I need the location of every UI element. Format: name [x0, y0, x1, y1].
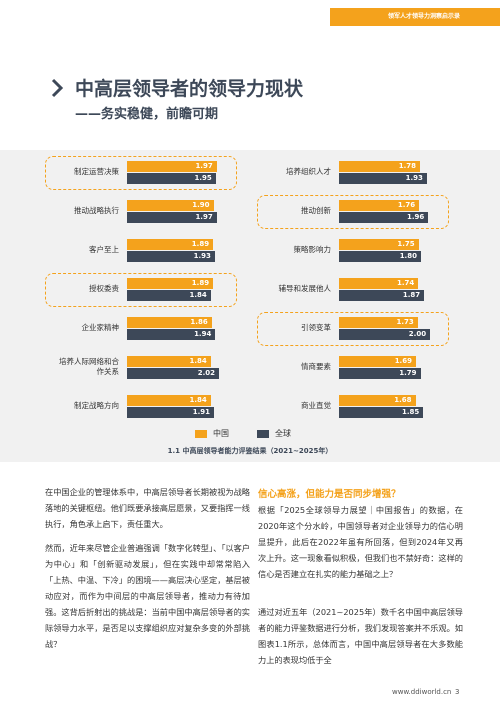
highlight-box: [45, 273, 237, 307]
value-label: 1.97: [195, 213, 213, 221]
value-label: 1.89: [191, 279, 210, 287]
category-label: 商业直觉: [301, 401, 331, 410]
bar: 1.84: [127, 395, 211, 406]
bar: 1.89: [127, 278, 214, 289]
value-label: 1.85: [401, 408, 420, 416]
value-label: 1.84: [189, 291, 207, 299]
value-label: 1.91: [192, 408, 210, 416]
legend-swatch: [257, 430, 269, 438]
subtitle: ——务实稳健，前瞻可期: [75, 107, 219, 122]
value-label: 1.74: [396, 279, 415, 287]
category-label: 制定战略方向: [74, 401, 119, 410]
bar: 1.84: [127, 290, 211, 301]
category-label: 引领变革: [301, 323, 331, 332]
bar: 1.79: [339, 368, 421, 379]
value-label: 1.69: [394, 357, 412, 365]
category-label: 企业家精神: [81, 323, 120, 332]
bar: 1.76: [339, 200, 420, 211]
value-label: 1.90: [192, 201, 210, 209]
paragraph: 通过对近五年（2021~2025年）数千名中国中高层领导者的能力评鉴数据进行分析…: [258, 607, 463, 665]
value-label: 1.86: [190, 318, 208, 326]
value-label: 1.95: [194, 174, 212, 182]
highlight-box: [257, 312, 449, 346]
title-chevron: [51, 78, 64, 98]
bar: 1.90: [127, 200, 214, 211]
bar: 1.91: [127, 407, 214, 418]
bar: 1.78: [339, 161, 421, 172]
value-label: 1.75: [397, 240, 415, 248]
section-heading: 信心高涨，但能力是否同步增强？: [258, 489, 401, 500]
bar: 1.97: [127, 161, 217, 172]
legend-swatch: [195, 430, 207, 438]
bar: 1.85: [339, 407, 424, 418]
category-label: 推动创新: [301, 206, 331, 215]
footer-url: www.ddiworld.cn: [392, 688, 452, 696]
category-label: 客户至上: [89, 245, 119, 254]
value-label: 1.73: [396, 318, 414, 326]
value-label: 1.84: [189, 396, 207, 404]
value-label: 1.68: [394, 396, 412, 404]
value-label: 1.94: [194, 330, 212, 338]
category-label: 培养人际网络和合作关系: [59, 357, 119, 376]
bar: 1.73: [339, 317, 418, 328]
bar: 1.86: [127, 317, 212, 328]
page-number: 3: [455, 688, 460, 696]
highlight-box: [257, 195, 449, 229]
header-tag: 领军人才领导力洞察启示录: [330, 8, 500, 26]
bar: 1.75: [339, 239, 419, 250]
bar: 1.93: [127, 251, 215, 262]
bar: 1.89: [127, 239, 214, 250]
category-label: 制定运营决策: [74, 167, 119, 176]
bar: 1.87: [339, 290, 425, 301]
bar: 1.96: [339, 212, 429, 223]
bar: 1.97: [127, 212, 217, 223]
category-label: 授权委责: [89, 284, 119, 293]
value-label: 1.87: [402, 291, 421, 299]
bar: 2.02: [127, 368, 219, 379]
highlight-box: [45, 156, 237, 190]
paragraph: 然而，近年来尽管企业普遍强调「数字化转型」、「以客户为中心」和「创新驱动发展」，…: [45, 543, 250, 649]
bar: 1.68: [339, 395, 416, 406]
paragraph: 在中国企业的管理体系中，中高层领导者长期被视为战略落地的关键枢纽。他们既要承接高…: [45, 487, 250, 529]
bar: 1.80: [339, 251, 421, 262]
value-label: 1.84: [189, 357, 207, 365]
value-label: 1.96: [406, 213, 425, 221]
category-label: 辅导和发展他人: [278, 284, 332, 293]
paragraph: 根据「2025全球领导力展望｜中国报告」的数据，在2020年这个分水岭，中国领导…: [258, 505, 463, 579]
value-label: 2.02: [197, 369, 215, 377]
bar: 2.00: [339, 329, 431, 340]
category-label: 策略影响力: [293, 245, 332, 254]
bar: 1.69: [339, 356, 416, 367]
bar: 1.93: [339, 173, 427, 184]
bar: 1.84: [127, 356, 211, 367]
bar: 1.74: [339, 278, 419, 289]
bar: 1.94: [127, 329, 216, 340]
legend-label: 中国: [213, 429, 229, 438]
title: 中高层领导者的领导力现状: [75, 78, 304, 100]
value-label: 1.76: [397, 201, 416, 209]
value-label: 1.97: [195, 162, 213, 170]
value-label: 1.93: [405, 174, 423, 182]
chart: 制定运营决策 1.97 1.95 推动战略执行 1.90 1.97 客户至上 1.89 1.93…: [0, 150, 500, 462]
bar: 1.95: [127, 173, 216, 184]
category-label: 推动战略执行: [74, 206, 119, 215]
category-label: 情商要素: [301, 362, 331, 371]
value-label: 1.80: [399, 252, 417, 260]
category-label: 培养组织人才: [286, 167, 331, 176]
value-label: 1.78: [398, 162, 417, 170]
value-label: 1.93: [193, 252, 211, 260]
value-label: 1.89: [191, 240, 210, 248]
value-label: 1.79: [399, 369, 417, 377]
legend-label: 全球: [275, 429, 291, 438]
value-label: 2.00: [408, 330, 427, 338]
chart-caption: 1.1 中高层领导者能力评鉴结果（2021~2025年）: [167, 447, 333, 455]
